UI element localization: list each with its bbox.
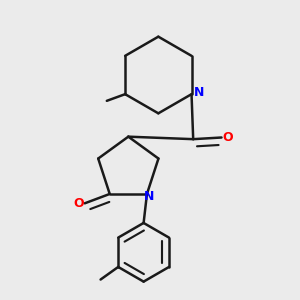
Text: N: N [143,190,154,203]
Text: O: O [74,197,84,210]
Text: N: N [194,86,204,99]
Text: O: O [222,131,233,144]
